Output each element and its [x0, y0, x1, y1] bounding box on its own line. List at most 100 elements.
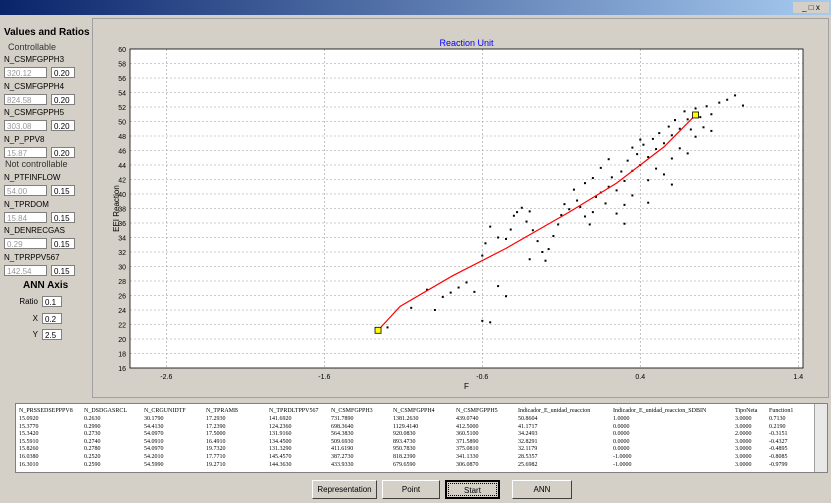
ratio-input[interactable]: 0.15 — [51, 264, 75, 276]
scatter-point — [662, 142, 665, 145]
table-cell: 41.1717 — [518, 423, 538, 430]
table-cell: 411.6190 — [331, 446, 354, 453]
endpoint-marker — [374, 326, 382, 334]
button[interactable]: ANN — [512, 480, 572, 499]
table-cell: 0.2730 — [84, 431, 101, 438]
scatter-point — [512, 214, 515, 217]
scatter-point — [504, 237, 507, 240]
ratio-input[interactable]: 0.20 — [51, 146, 75, 158]
column-header: N_CSMFGPPH5 — [456, 408, 498, 414]
y-tick-label: 44 — [118, 163, 126, 170]
panel-title: Values and Ratios — [4, 27, 90, 38]
field-label: X — [32, 313, 38, 323]
button[interactable]: Start — [445, 480, 500, 499]
table-cell: 54.2010 — [144, 454, 164, 460]
chart: Reaction Unit 16 18 20 22 24 26 28 30 32 34 36 38 40 4… — [112, 38, 804, 391]
y-tick-label: 26 — [118, 294, 126, 301]
scatter-point — [481, 254, 484, 257]
scatter-point — [694, 107, 697, 110]
window-controls[interactable]: _ □ x — [793, 2, 829, 13]
scatter-point — [631, 194, 634, 197]
scatter-point — [631, 146, 634, 149]
button[interactable]: Representation — [312, 480, 377, 499]
button[interactable]: Point — [382, 480, 440, 499]
scatter-point — [547, 248, 550, 251]
x-tick-label: 0.4 — [635, 374, 645, 381]
scatter-point — [699, 116, 702, 119]
column-header: Function1 — [769, 408, 794, 414]
table-cell: 0.0000 — [613, 446, 630, 453]
scatter-point — [572, 188, 575, 191]
scatter-point — [710, 129, 713, 132]
ratio-input[interactable]: 0.15 — [51, 238, 75, 249]
table-cell: 893.4730 — [393, 438, 416, 445]
y-tick-label: 24 — [118, 308, 126, 315]
y-tick-label: 18 — [118, 352, 126, 359]
y-tick-label: 52 — [118, 105, 126, 112]
scatter-point — [683, 110, 686, 113]
section-title: ANN Axis — [23, 280, 69, 291]
table-cell: 2.0000 — [735, 431, 752, 438]
column-header: Indicador_E_unidad_reaccion_SDBIN — [613, 408, 707, 414]
column-header: N_TPRDLTPPV567 — [269, 408, 319, 414]
scatter-point — [489, 225, 492, 228]
table-cell: 818.2390 — [393, 454, 416, 460]
ann-input[interactable]: 0.2 — [42, 312, 62, 324]
table-cell: -0.3151 — [769, 431, 788, 438]
ann-input[interactable]: 0.1 — [42, 296, 62, 307]
table-cell: 141.6920 — [269, 416, 292, 422]
table-cell: 412.5000 — [456, 423, 479, 430]
table-cell: 341.1330 — [456, 454, 479, 460]
x-tick-label: -0.6 — [476, 374, 488, 381]
scatter-point — [568, 208, 571, 211]
section-label: Not controllable — [5, 159, 68, 169]
scatter-point — [497, 285, 500, 288]
table-cell: 25.6982 — [518, 461, 538, 468]
table-cell: 144.3630 — [269, 461, 292, 468]
table-cell: 54.5990 — [144, 461, 164, 468]
scatter-point — [615, 189, 618, 192]
scatter-point — [557, 223, 560, 226]
scatter-point — [531, 229, 534, 232]
scatter-point — [433, 309, 436, 311]
column-header: Indicador_E_unidad_reaccion — [518, 408, 591, 414]
ratio-input[interactable]: 0.15 — [51, 211, 75, 223]
scatter-point — [552, 235, 555, 238]
ratio-input[interactable]: 0.20 — [51, 67, 75, 78]
table-cell: 54.0970 — [144, 446, 164, 453]
scatter-point — [497, 236, 500, 239]
ratio-input[interactable]: 0.20 — [51, 120, 75, 131]
scatter-point — [702, 126, 705, 129]
column-header: N_TPRAMB — [206, 408, 239, 414]
ann-input[interactable]: 2.5 — [42, 329, 62, 340]
scatter-point — [516, 211, 519, 214]
table-cell: 17.7710 — [206, 454, 226, 460]
table-cell: 131.3290 — [269, 446, 292, 453]
scatter-point — [655, 148, 658, 151]
scatter-point — [591, 177, 594, 180]
scatter-point — [647, 201, 650, 204]
scatter-point — [674, 119, 677, 122]
scatter-point — [623, 179, 626, 182]
y-tick-label: 46 — [118, 149, 126, 156]
scatter-point — [583, 182, 586, 185]
table-cell: 15.0920 — [19, 416, 39, 422]
table-cell: 15.3770 — [19, 423, 39, 430]
field-label: N_CSMFGPPH5 — [4, 108, 65, 117]
table-cell: 15.5910 — [19, 438, 39, 445]
table-cell: 54.0910 — [144, 438, 164, 445]
column-header: N_DSDGASRCL — [84, 408, 128, 414]
y-tick-label: 48 — [118, 134, 126, 141]
ratio-input[interactable]: 0.20 — [51, 93, 75, 105]
scatter-point — [563, 203, 566, 206]
ratio-input[interactable]: 0.15 — [51, 185, 75, 196]
scatter-point — [615, 212, 618, 215]
table-cell: -0.4895 — [769, 446, 788, 453]
scatter-point — [651, 137, 654, 140]
scatter-point — [509, 228, 512, 231]
y-tick-label: 28 — [118, 279, 126, 286]
scrollbar[interactable] — [814, 404, 827, 472]
scatter-point — [710, 113, 713, 116]
scatter-point — [441, 295, 444, 298]
